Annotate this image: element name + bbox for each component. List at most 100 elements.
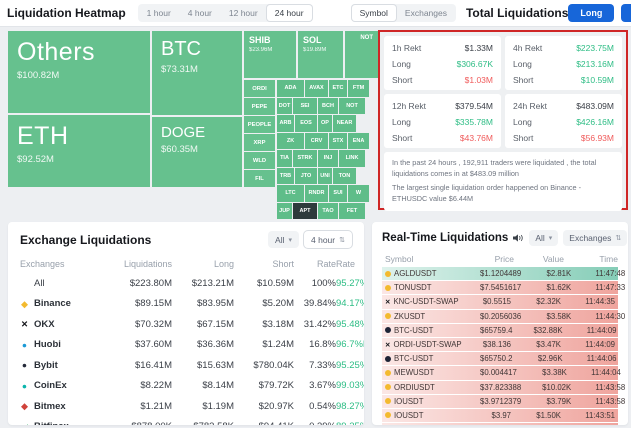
- long-label: Long: [392, 59, 411, 69]
- treemap-tile-doge[interactable]: DOGE $60.35M: [152, 117, 242, 187]
- treemap-tile-eos[interactable]: EOS: [295, 115, 317, 132]
- realtime-row[interactable]: ZKUSDT $0.2056036 $3.58K 11:44:30: [382, 309, 625, 323]
- realtime-row[interactable]: ✕ KNC-USDT-SWAP $0.5515 $2.32K 11:44:35: [382, 295, 618, 309]
- short-value: $94.41K: [234, 421, 294, 425]
- treemap-tile-avax[interactable]: AVAX: [305, 80, 328, 97]
- exchange-row-huobi[interactable]: ● Huobi $37.60M $36.36M $1.24M 16.8%96.7%Long: [20, 335, 364, 356]
- treemap-tile-sei[interactable]: SEI: [293, 97, 317, 114]
- treemap-tile-others[interactable]: Others $100.82M: [8, 31, 150, 113]
- realtime-row[interactable]: BTC-USDT $65750.2 $2.96K 11:44:06: [382, 352, 618, 366]
- heatmap-title: Liquidation Heatmap: [7, 6, 126, 20]
- treemap-tile-arb[interactable]: ARB: [277, 115, 294, 132]
- treemap-tile-shib[interactable]: SHIB $23.96M: [244, 31, 296, 78]
- exchange-row-bitmex[interactable]: ◆ Bitmex $1.21M $1.19M $20.97K 0.54%98.27%Lon…: [20, 396, 364, 417]
- long-value: $67.15M: [197, 318, 234, 330]
- treemap-tile-link[interactable]: LINK: [339, 150, 365, 167]
- treemap-tile-ena[interactable]: ENA: [348, 132, 369, 149]
- realtime-row[interactable]: IOUSDT $3.9712379 $3.79K 11:43:58: [382, 394, 625, 408]
- treemap-tile-xrp[interactable]: XRP: [244, 134, 275, 151]
- exchange-filter-time[interactable]: 4 hour ⇅: [304, 231, 352, 248]
- exchange-row-bitfinex[interactable]: ◢ Bitfinex $878.00K$783.58K$94.41K0.39%89.…: [20, 417, 364, 425]
- treemap-tile-uni[interactable]: UNI: [318, 167, 332, 184]
- long-button[interactable]: Long: [568, 4, 615, 22]
- treemap-tile-btc[interactable]: BTC $73.31M: [152, 31, 242, 115]
- time-filter-4hour[interactable]: 4 hour: [187, 8, 212, 18]
- treemap-tile-strk[interactable]: STRK: [293, 150, 317, 167]
- short-button[interactable]: Short: [621, 4, 631, 22]
- treemap-tile-not[interactable]: NOT: [339, 97, 365, 114]
- time-value: 11:43:58: [595, 382, 626, 392]
- mode-filter-exchanges[interactable]: Exchanges: [404, 8, 447, 18]
- treemap-tile-eth[interactable]: ETH $92.52M: [8, 115, 150, 187]
- exchange-row-coinex[interactable]: ● CoinEx $8.22M $8.14M $79.72K 3.67%99.03%Lon…: [20, 376, 364, 397]
- realtime-row[interactable]: MEWUSDT $0.004417 $3.38K 11:44:04: [382, 366, 621, 380]
- treemap-tile-people[interactable]: PEOPLE: [244, 116, 275, 133]
- realtime-filter-exchanges[interactable]: Exchanges ⇅: [563, 230, 628, 246]
- realtime-table-header: Symbol Price Value Time: [382, 251, 618, 267]
- realtime-row[interactable]: BTC-USDT $65759.4 $32.88K 11:44:09: [382, 323, 618, 337]
- treemap-tile-etc[interactable]: ETC: [329, 80, 347, 97]
- time-filter-1hour[interactable]: 1 hour: [146, 8, 171, 18]
- exchange-name: Huobi: [34, 339, 61, 351]
- realtime-row[interactable]: IOUSDT $3.97 $1.50K 11:43:51: [382, 408, 618, 423]
- col-exchanges: Exchanges: [20, 258, 65, 269]
- treemap-tile-crv[interactable]: CRV: [305, 132, 328, 149]
- treemap-tile-not[interactable]: NOT: [345, 31, 378, 78]
- treemap-tile-near[interactable]: NEAR: [333, 115, 356, 132]
- realtime-row[interactable]: AGLDUSDT $1.1204489 $2.81K 11:47:48: [382, 267, 625, 281]
- treemap-tile-jup[interactable]: JUP: [277, 202, 292, 219]
- treemap-tile-ftm[interactable]: FTM: [348, 80, 369, 97]
- time-filter-24hour[interactable]: 24 hour: [266, 5, 312, 21]
- treemap-col-c: SHIB $23.96M SOL $19.89M NOT ORDI PEPE PEO…: [244, 31, 378, 219]
- treemap-tile-tia[interactable]: TIA: [277, 150, 292, 167]
- time-filter-12hour[interactable]: 12 hour: [228, 8, 258, 18]
- treemap-tile-tao[interactable]: TAO: [318, 202, 338, 219]
- realtime-filter-all[interactable]: All ▾: [529, 230, 559, 246]
- price-value: $0.004417: [480, 368, 517, 378]
- exchange-card-header: Exchange Liquidations All ▾ 4 hour ⇅: [8, 222, 364, 254]
- treemap-tile-rndr[interactable]: RNDR: [305, 185, 328, 202]
- short-value: $20.97K: [258, 400, 294, 412]
- time-value: 11:44:30: [595, 311, 626, 321]
- treemap-tile-ton[interactable]: TON: [333, 167, 356, 184]
- treemap-tile-bch[interactable]: BCH: [318, 97, 338, 114]
- realtime-row[interactable]: ORDIUSDT $37.823388 $10.02K 11:43:58: [382, 380, 625, 394]
- liquidation-heatmap: Others $100.82M ETH $92.52M BTC $73.31M …: [8, 31, 378, 219]
- short-value: $3.18M: [262, 318, 294, 330]
- price-value: $38.136: [482, 340, 511, 350]
- rate-long-value: 95.48%Long: [336, 318, 364, 330]
- treemap-tile-wld[interactable]: WLD: [244, 152, 275, 169]
- bybit-icon: [385, 355, 391, 362]
- exchange-row-all[interactable]: All $223.80M $213.21M $10.59M 100%95.27%Long: [20, 273, 364, 294]
- exchange-row-okx[interactable]: ✕ OKX $70.32M $67.15M $3.18M 31.42%95.48%Long: [20, 314, 364, 335]
- treemap-tile-op[interactable]: OP: [318, 115, 332, 132]
- treemap-tile-trb[interactable]: TRB: [277, 167, 294, 184]
- realtime-row[interactable]: ✕SATS-USDT-SWAP$0.00000016921$7.87K11:43…: [382, 423, 618, 425]
- okx-icon: ✕: [20, 319, 29, 329]
- treemap-tile-ordi[interactable]: ORDI: [244, 80, 275, 97]
- realtime-row[interactable]: TONUSDT $7.5451617 $1.62K 11:47:33: [382, 281, 625, 295]
- treemap-tile-dot[interactable]: DOT: [277, 97, 292, 114]
- treemap-tile-fil[interactable]: FIL: [244, 170, 275, 187]
- treemap-tile-sui[interactable]: SUI: [329, 185, 347, 202]
- treemap-tile-pepe[interactable]: PEPE: [244, 98, 275, 115]
- speaker-icon[interactable]: [513, 233, 524, 243]
- treemap-tile-jto[interactable]: JTO: [295, 167, 317, 184]
- treemap-tile-inj[interactable]: INJ: [318, 150, 338, 167]
- treemap-tile-zk[interactable]: ZK: [277, 132, 304, 149]
- symbol-name: KNC-USDT-SWAP: [393, 297, 459, 307]
- rate-long-value: 98.27%Long: [336, 400, 364, 412]
- treemap-tile-apt[interactable]: APT: [293, 202, 317, 219]
- treemap-tile-sol[interactable]: SOL $19.89M: [298, 31, 343, 78]
- exchange-row-binance[interactable]: ◆ Binance $89.15M $83.95M $5.20M 39.84%94.17%…: [20, 294, 364, 315]
- mode-filter-symbol[interactable]: Symbol: [351, 5, 396, 21]
- treemap-tile-w[interactable]: W: [348, 185, 369, 202]
- rekt-row: 12h Rekt $379.54M: [392, 98, 493, 114]
- treemap-tile-fet[interactable]: FET: [339, 202, 365, 219]
- treemap-tile-ada[interactable]: ADA: [277, 80, 304, 97]
- exchange-filter-all[interactable]: All ▾: [268, 231, 300, 248]
- treemap-tile-ltc[interactable]: LTC: [277, 185, 304, 202]
- realtime-row[interactable]: ✕ ORDI-USDT-SWAP $38.136 $3.47K 11:44:09: [382, 337, 618, 352]
- exchange-row-bybit[interactable]: ● Bybit $16.41M $15.63M $780.04K 7.33%95.25%L…: [20, 355, 364, 376]
- treemap-tile-stx[interactable]: STX: [329, 132, 347, 149]
